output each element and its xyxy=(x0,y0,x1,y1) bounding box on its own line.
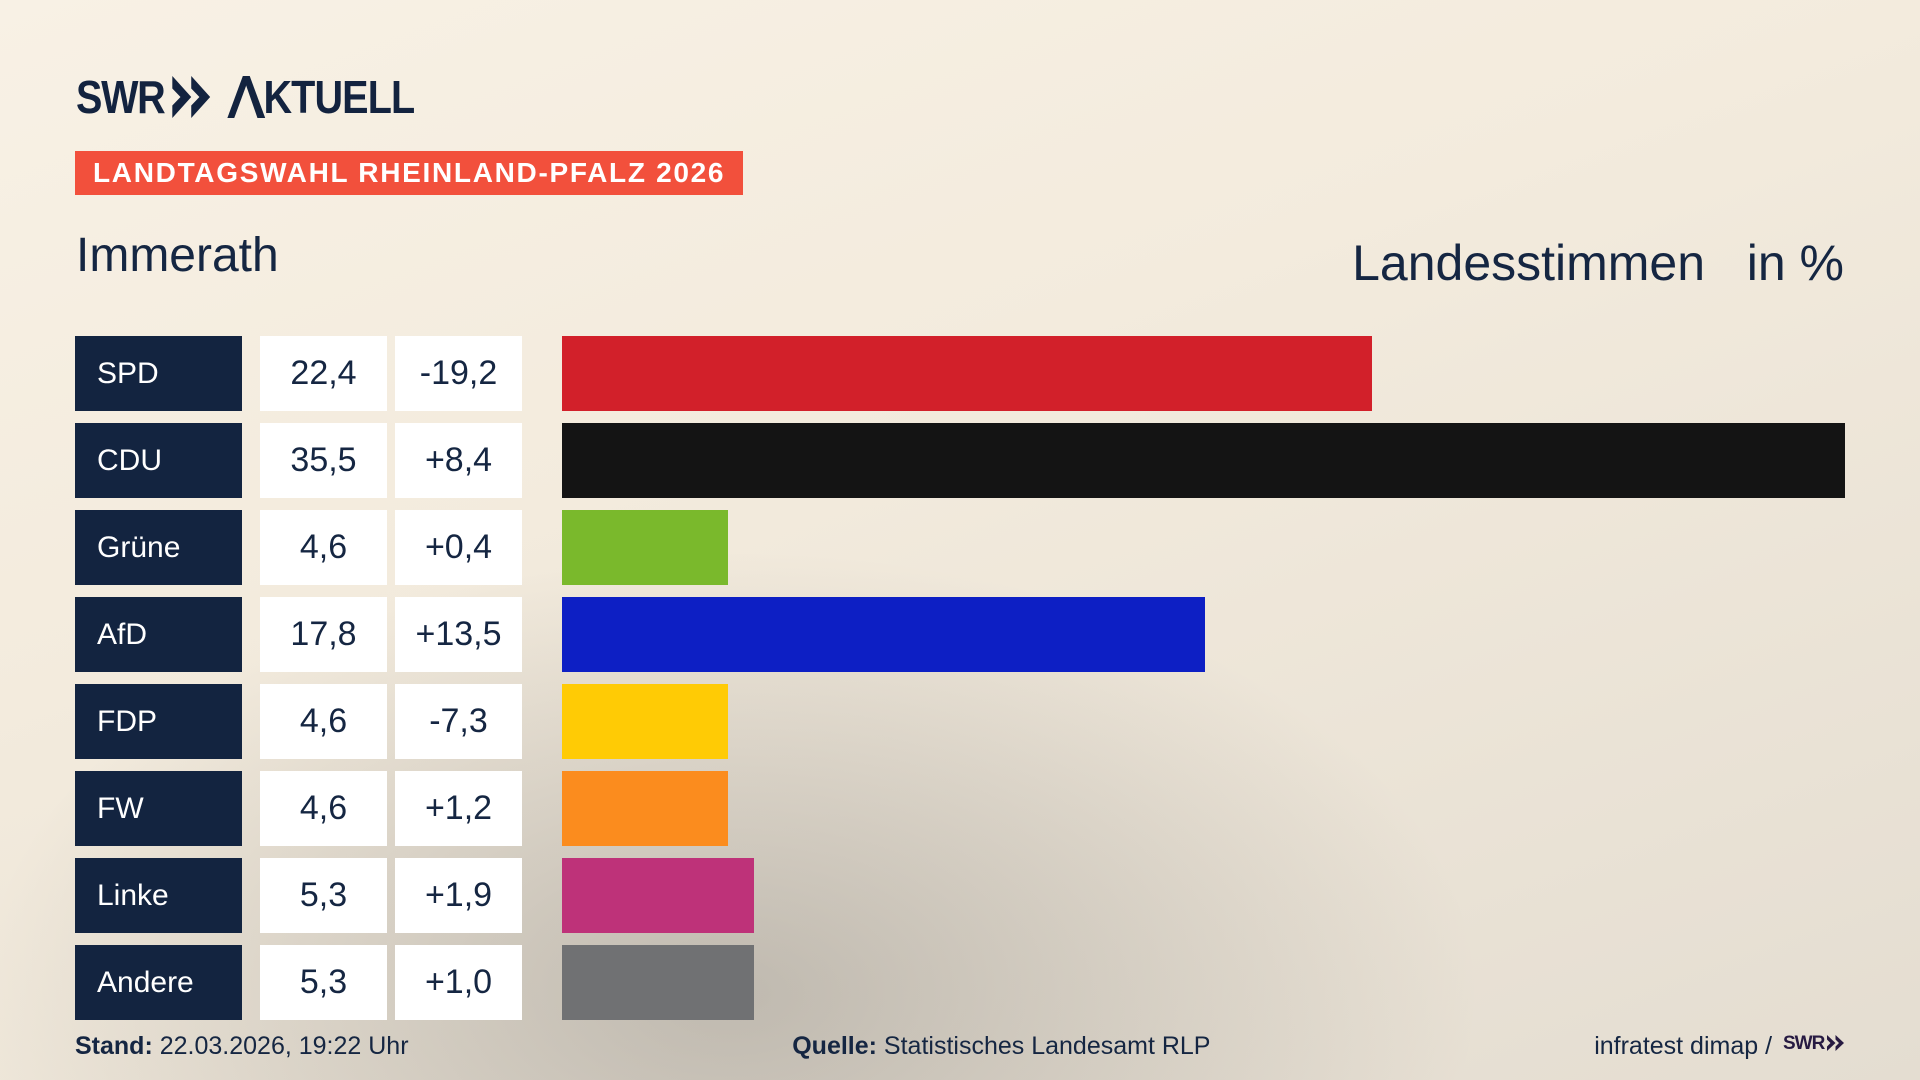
svg-text:KTUELL: KTUELL xyxy=(263,72,414,123)
svg-text:SWR: SWR xyxy=(76,72,166,123)
svg-text:SWR: SWR xyxy=(1783,1033,1826,1054)
